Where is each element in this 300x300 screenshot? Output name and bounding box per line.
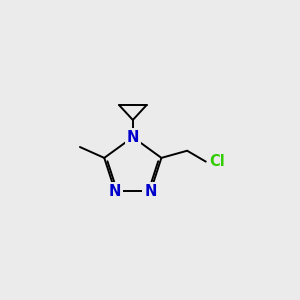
Text: N: N [144,184,157,199]
Text: Cl: Cl [209,154,225,169]
Text: N: N [127,130,139,145]
Text: N: N [109,184,122,199]
